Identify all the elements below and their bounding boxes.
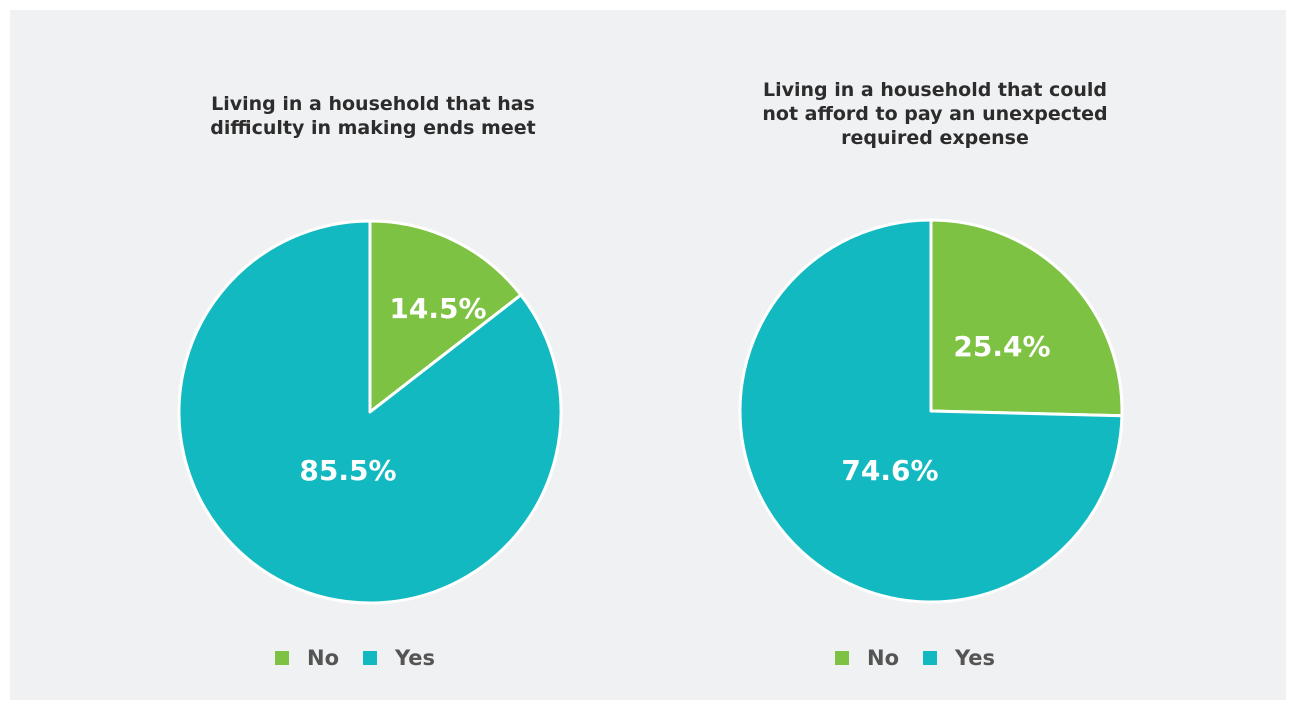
pie-slice-yes[interactable] [738,218,1124,604]
chart-panel: Living in a household that has difficult… [10,10,1286,700]
legend-swatch-yes [923,651,938,665]
pie-chart-unexpected-expense: Living in a household that could not aff… [570,10,1210,700]
slice-label-yes: 85.5% [299,454,396,487]
pie-slice-no[interactable] [368,219,523,414]
pie-slice-yes[interactable] [177,219,563,605]
chart-title: Living in a household that could not aff… [762,79,1108,149]
legend: No Yes [275,646,459,670]
pie-svg: 14.5% 85.5% [177,219,563,605]
slice-label-yes: 74.6% [841,454,938,487]
chart-title: Living in a household that has difficult… [210,93,536,139]
legend-swatch-yes [363,651,378,665]
pie-slice-no[interactable] [929,218,1124,418]
legend-label-no: No [307,646,340,670]
legend-item-yes[interactable]: Yes [363,646,435,670]
legend-swatch-no [275,651,289,665]
legend-item-no[interactable]: No [835,646,899,670]
pie-svg: 25.4% 74.6% [738,218,1124,604]
legend-label-yes: Yes [955,646,996,670]
legend: No Yes [835,646,1019,670]
legend-item-yes[interactable]: Yes [923,646,995,670]
slice-label-no: 25.4% [953,330,1050,363]
legend-label-no: No [867,646,900,670]
legend-swatch-no [835,651,849,665]
legend-label-yes: Yes [395,646,436,670]
slice-label-no: 14.5% [389,292,486,325]
pie-chart-ends-meet: Living in a household that has difficult… [10,10,650,700]
legend-item-no[interactable]: No [275,646,339,670]
